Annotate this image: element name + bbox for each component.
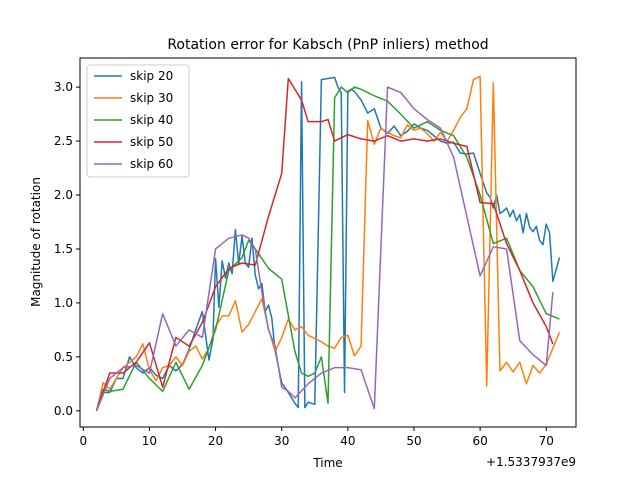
series-line-skip-50: [95, 77, 554, 412]
y-axis-label: Magnitude of rotation: [29, 177, 43, 307]
axes-frame: [79, 57, 577, 428]
x-axis: 0 10 20 30 40 50 60 70: [79, 427, 554, 448]
legend-label-skip-30: skip 30: [130, 91, 173, 105]
plot-area: [95, 75, 561, 412]
y-tick-label: 2.5: [54, 134, 73, 148]
series-line-skip-30: [95, 75, 561, 411]
legend-label-skip-40: skip 40: [130, 113, 173, 127]
x-axis-label: Time: [312, 456, 342, 470]
legend-label-skip-50: skip 50: [130, 135, 173, 149]
legend: skip 20 skip 30 skip 40 skip 50 skip 60: [86, 64, 190, 178]
x-tick-label: 70: [539, 434, 554, 448]
y-axis: 0.0 0.5 1.0 1.5 2.0 2.5 3.0: [54, 80, 80, 418]
series-line-skip-60: [95, 86, 554, 412]
y-tick-label: 1.0: [54, 296, 73, 310]
x-tick-label: 50: [406, 434, 421, 448]
x-tick-label: 60: [472, 434, 487, 448]
x-tick-label: 40: [340, 434, 355, 448]
y-tick-label: 3.0: [54, 80, 73, 94]
legend-label-skip-60: skip 60: [130, 157, 173, 171]
series-line-skip-20: [95, 76, 561, 412]
y-tick-label: 0.0: [54, 404, 73, 418]
legend-box: [86, 64, 190, 178]
x-tick-label: 20: [208, 434, 223, 448]
legend-label-skip-20: skip 20: [130, 69, 173, 83]
x-tick-label: 0: [79, 434, 87, 448]
y-tick-label: 2.0: [54, 188, 73, 202]
chart-title: Rotation error for Kabsch (PnP inliers) …: [167, 37, 488, 53]
x-tick-label: 30: [274, 434, 289, 448]
y-tick-label: 0.5: [54, 350, 73, 364]
series-line-skip-40: [95, 86, 560, 412]
x-tick-label: 10: [142, 434, 157, 448]
y-tick-label: 1.5: [54, 242, 73, 256]
x-axis-offset-label: +1.5337937e9: [486, 455, 576, 469]
